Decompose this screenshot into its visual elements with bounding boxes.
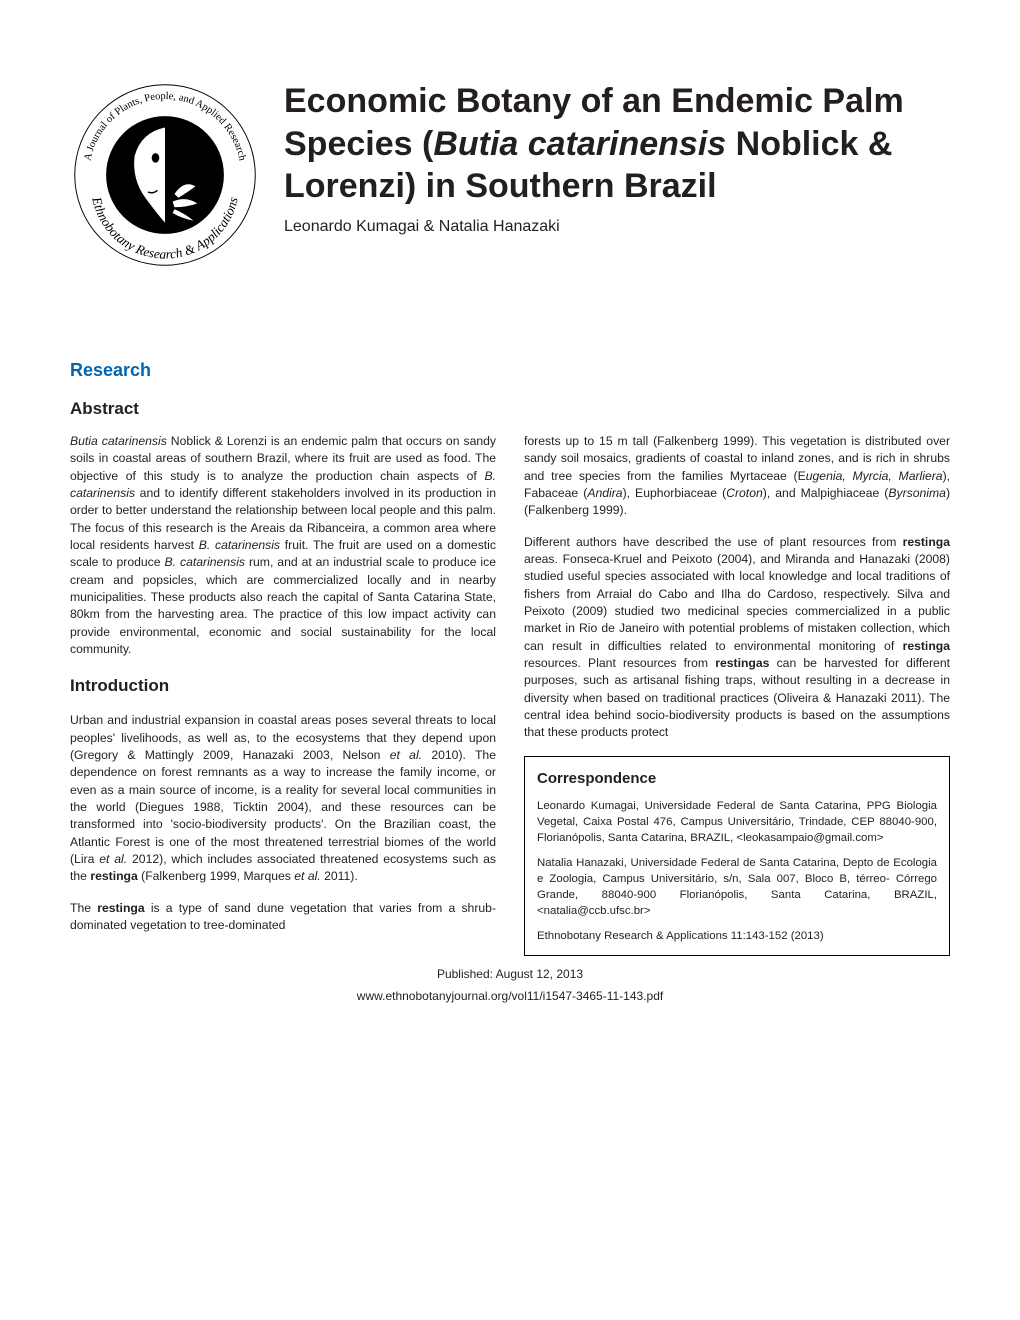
correspondence-title: Correspondence [537, 769, 937, 790]
abstract-paragraph: Butia catarinensis Noblick & Lorenzi is … [70, 433, 496, 658]
right-paragraph-1: forests up to 15 m tall (Falkenberg 1999… [524, 433, 950, 520]
right-column: forests up to 15 m tall (Falkenberg 1999… [524, 433, 950, 956]
header-row: A Journal of Plants, People, and Applied… [70, 80, 950, 270]
intro-paragraph-2: The restinga is a type of sand dune vege… [70, 900, 496, 935]
title-species: Butia catarinensis [433, 125, 726, 163]
left-column: Butia catarinensis Noblick & Lorenzi is … [70, 433, 496, 956]
correspondence-author-2: Natalia Hanazaki, Universidade Federal d… [537, 856, 937, 919]
journal-logo: A Journal of Plants, People, and Applied… [70, 80, 260, 270]
published-date: Published: August 12, 2013 [70, 964, 950, 986]
article-title: Economic Botany of an Endemic Palm Speci… [284, 80, 950, 208]
two-column-body: Butia catarinensis Noblick & Lorenzi is … [70, 433, 950, 956]
correspondence-citation: Ethnobotany Research & Applications 11:1… [537, 929, 937, 945]
section-label: Research [70, 360, 950, 381]
authors: Leonardo Kumagai & Natalia Hanazaki [284, 218, 950, 236]
abstract-heading: Abstract [70, 399, 950, 419]
correspondence-box: Correspondence Leonardo Kumagai, Univers… [524, 756, 950, 957]
correspondence-author-1: Leonardo Kumagai, Universidade Federal d… [537, 799, 937, 846]
page-footer: Published: August 12, 2013 www.ethnobota… [70, 964, 950, 1007]
intro-paragraph-1: Urban and industrial expansion in coasta… [70, 712, 496, 885]
article-url: www.ethnobotanyjournal.org/vol11/i1547-3… [70, 986, 950, 1008]
introduction-heading: Introduction [70, 674, 496, 698]
title-block: Economic Botany of an Endemic Palm Speci… [284, 80, 950, 236]
right-paragraph-2: Different authors have described the use… [524, 534, 950, 742]
